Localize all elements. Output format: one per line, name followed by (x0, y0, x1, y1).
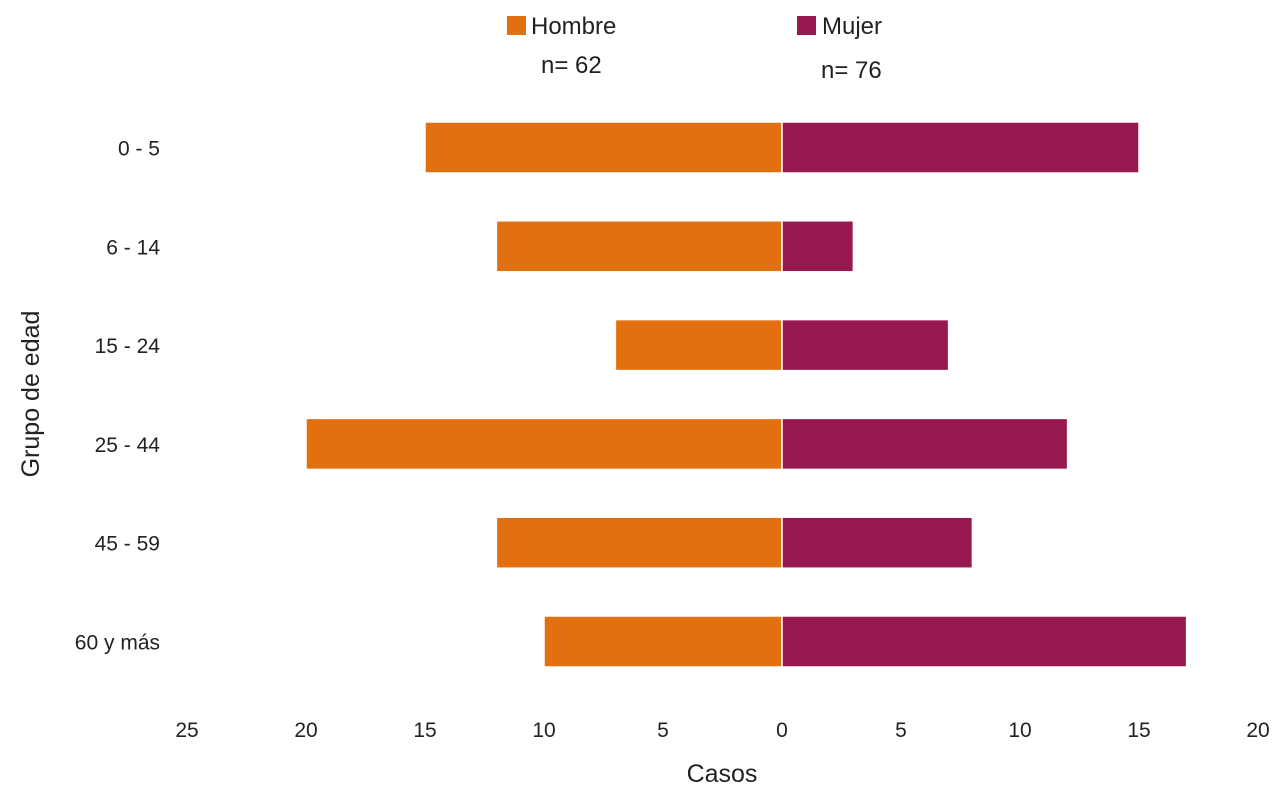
bar-mujer-0 (781, 121, 1140, 174)
legend-item-mujer: Mujer n= 76 (797, 13, 882, 84)
bar-mujer-4 (781, 516, 974, 569)
bar-hombre-2 (614, 318, 783, 372)
y-tick-label-5: 60 y más (75, 632, 160, 655)
x-tick-right-2: 10 (1008, 719, 1031, 742)
x-tick-right-4: 20 (1246, 719, 1269, 742)
bar-hombre-4 (495, 516, 783, 569)
legend-swatch-mujer (797, 16, 816, 35)
x-tick-left-1: 20 (294, 719, 317, 742)
y-tick-label-3: 25 - 44 (95, 434, 161, 457)
legend-n-mujer: n= 76 (821, 57, 882, 84)
y-axis-title: Grupo de edad (17, 311, 45, 478)
bar-mujer-5 (781, 615, 1188, 668)
y-tick-labels: 0 - 5 6 - 14 15 - 24 25 - 44 45 - 59 60 y más (75, 138, 161, 655)
bar-mujer-3 (781, 417, 1069, 471)
x-tick-left-0: 25 (175, 719, 198, 742)
bar-hombre-1 (495, 220, 783, 273)
x-tick-left-3: 10 (532, 719, 555, 742)
legend-swatch-hombre (507, 16, 526, 35)
y-tick-label-4: 45 - 59 (95, 533, 160, 556)
x-tick-left-4: 5 (657, 719, 669, 742)
bar-mujer-2 (781, 318, 950, 372)
x-tick-right-0: 0 (776, 719, 788, 742)
y-tick-label-2: 15 - 24 (95, 335, 161, 358)
bar-hombre-5 (543, 615, 783, 668)
legend: Hombre n= 62 Mujer n= 76 (507, 13, 882, 84)
legend-label-mujer: Mujer (822, 13, 882, 40)
x-tick-right-3: 15 (1127, 719, 1150, 742)
x-axis-title: Casos (687, 760, 758, 788)
y-tick-label-1: 6 - 14 (106, 236, 160, 259)
x-tick-labels: 25 20 15 10 5 0 5 10 15 20 (175, 719, 1269, 742)
bars-group (305, 121, 1188, 668)
y-tick-label-0: 0 - 5 (118, 138, 160, 161)
legend-n-hombre: n= 62 (541, 52, 602, 79)
legend-item-hombre: Hombre n= 62 (507, 13, 616, 79)
x-tick-left-2: 15 (413, 719, 436, 742)
legend-label-hombre: Hombre (531, 13, 616, 40)
bar-hombre-0 (424, 121, 783, 174)
bar-mujer-1 (781, 220, 855, 273)
bar-hombre-3 (305, 417, 783, 471)
x-tick-right-1: 5 (895, 719, 907, 742)
